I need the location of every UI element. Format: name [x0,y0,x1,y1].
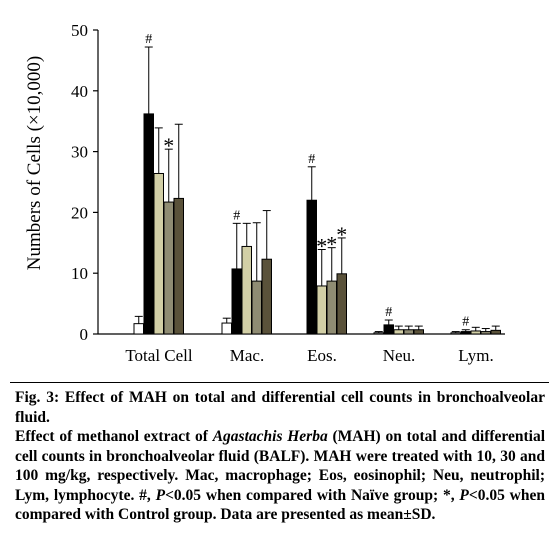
chart-axes: 0 10 20 30 40 50 Total Cell Mac. Eos. Neu. Lym. [71,21,505,365]
bar [470,330,481,335]
caption-text-2: (MAH) on total and differential cell cou… [15,428,546,504]
chart-bars [133,113,501,335]
bar [336,273,347,335]
bar [251,280,262,335]
caption-species: Agastachis Herba [212,428,328,445]
significance-star: * [163,133,174,158]
bar [413,329,424,335]
bar [326,280,337,335]
y-tick-label: 10 [71,264,88,283]
significance-star: * [336,222,347,247]
y-tick-label: 30 [71,143,88,162]
bar [460,331,471,335]
x-category-label: Neu. [383,346,416,365]
significance-hash: # [233,208,240,223]
bar [173,197,184,335]
bar [383,324,394,335]
x-category-label: Lym. [458,346,493,365]
bar [373,332,384,335]
caption-p-symbol-1: P [155,486,166,504]
bar-chart: 0 10 20 30 40 50 Total Cell Mac. Eos. Neu. Lym. # *… [24,21,505,365]
bar [450,332,461,335]
significance-hash: # [308,152,315,167]
bar [143,113,154,335]
chart-annotations: #*##* * *## [145,32,469,330]
bar [306,199,317,335]
significance-hash: # [145,32,152,47]
caption-text-1: Effect of methanol extract of [15,428,213,445]
bar [153,172,164,335]
figure-caption: Fig. 3: Effect of MAH on total and diffe… [15,388,545,525]
y-tick-label: 50 [71,21,88,40]
x-category-label: Eos. [307,346,337,365]
chart-error-bars [134,46,500,333]
bar [163,201,174,335]
bar [133,323,144,335]
bar [393,329,404,335]
caption-title: Fig. 3: Effect of MAH on total and diffe… [15,389,545,426]
y-tick-label: 0 [80,325,89,344]
y-tick-label: 40 [71,82,88,101]
bar [403,329,414,335]
caption-text-3: <0.05 when compared with Naïve group; *, [165,486,460,504]
caption-p-symbol-2: P [459,486,469,504]
caption-body: Effect of methanol extract of Agastachis… [15,427,545,525]
y-axis-label: Numbers of Cells (×10,000) [24,56,45,270]
significance-hash: # [462,315,469,330]
bar [480,331,491,335]
bar [316,285,327,335]
x-category-label: Mac. [230,346,264,365]
bar [221,322,232,335]
bar [241,245,252,335]
bar [261,258,272,335]
caption-text-4: <0.05 when compared with Control group. … [15,486,545,524]
significance-star: * [326,232,337,257]
significance-star: * [316,233,327,258]
significance-hash: # [385,305,392,320]
bar [231,268,242,335]
y-tick-label: 20 [71,203,88,222]
x-category-label: Total Cell [125,346,193,365]
caption-divider [10,382,549,383]
bar [490,329,501,335]
